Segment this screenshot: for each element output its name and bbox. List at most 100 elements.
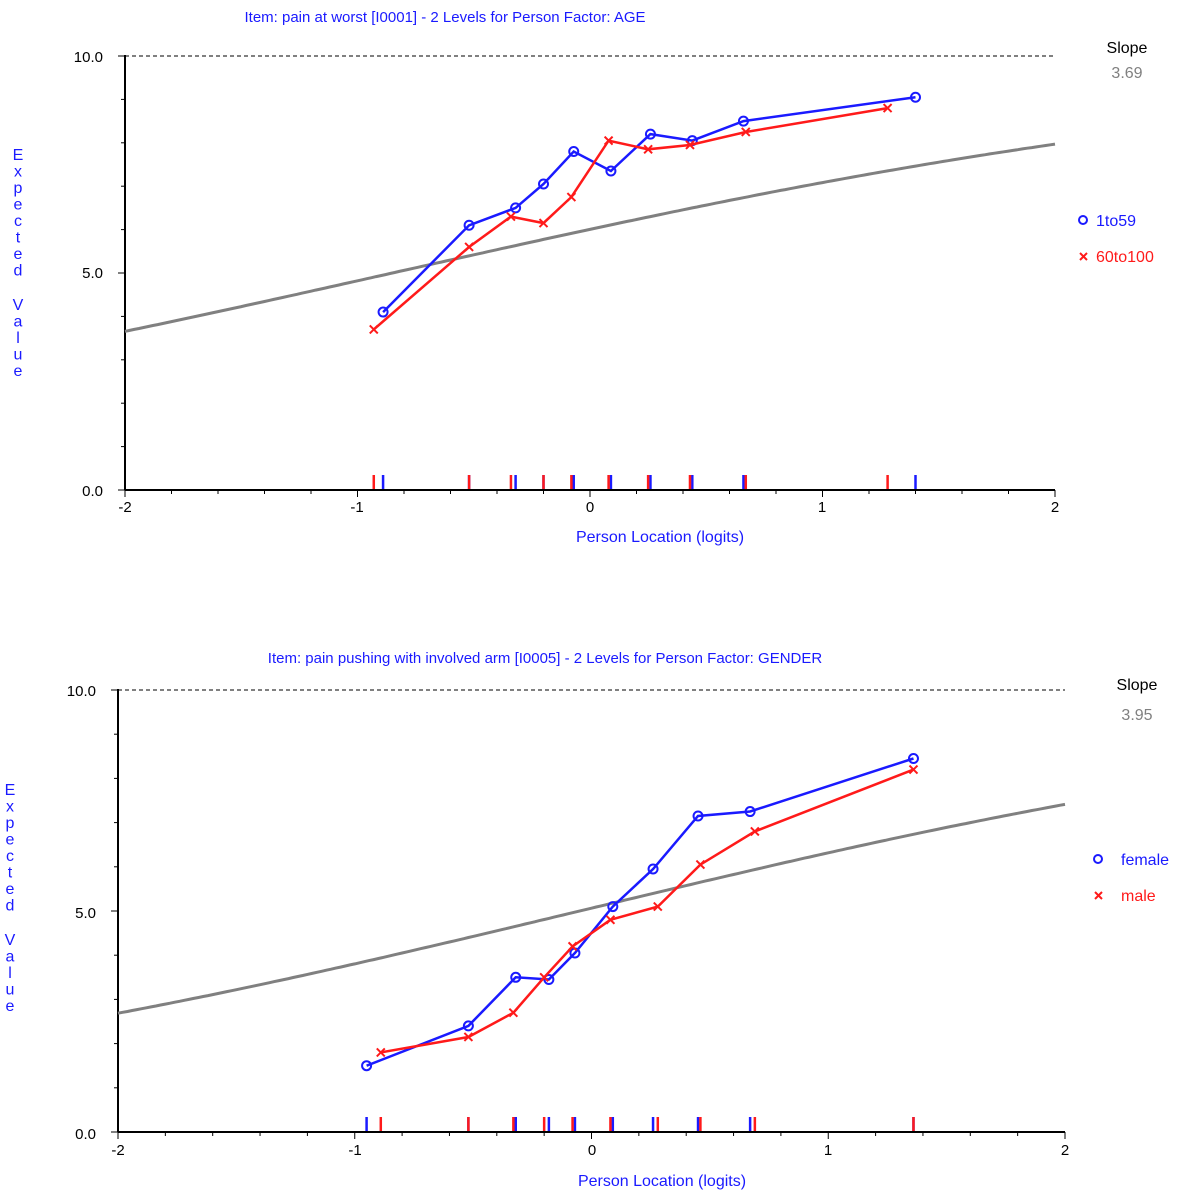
data-point-male [695, 859, 706, 870]
data-marks [124, 91, 1056, 489]
data-point-60to100 [369, 324, 379, 335]
data-point-male [508, 1007, 519, 1018]
chart-age: Item: pain at worst [I0001] - 2 Levels f… [13, 9, 1154, 546]
data-point-60to100 [603, 135, 614, 146]
data-point-female [361, 1060, 373, 1072]
x-tick-label-0: 0 [588, 1142, 596, 1159]
legend-marker-1 [1093, 854, 1103, 864]
x-tick-label-2: 2 [1061, 1142, 1069, 1159]
x-tick-label-neg1: -1 [350, 499, 363, 516]
y-axis-label-char: e [14, 363, 23, 380]
data-point-60to100 [882, 103, 893, 113]
data-marks [117, 753, 1066, 1131]
data-point-male [908, 764, 919, 775]
y-axis-label-char: x [14, 164, 22, 181]
plot-area [124, 55, 1055, 491]
y-axis-label-char: t [8, 865, 13, 882]
y-tick-label-10: 10.0 [67, 683, 96, 700]
x-ticks [117, 1132, 1066, 1139]
data-point-1to59 [605, 165, 617, 177]
y-tick-label-10: 10.0 [74, 49, 103, 66]
y-axis-label-char: x [6, 799, 14, 816]
data-point-60to100 [566, 192, 577, 202]
x-axis-label: Person Location (logits) [576, 529, 744, 546]
y-axis-label-char: u [14, 347, 23, 364]
expected-value-curve [117, 802, 1066, 1015]
expected-value-curve [124, 142, 1056, 333]
y-axis-label-char: l [8, 965, 12, 982]
data-point-female [543, 974, 555, 986]
data-point-male [463, 1032, 474, 1042]
legend-marker-2 [1079, 252, 1088, 261]
legend-label-2: male [1121, 888, 1156, 905]
y-axis-label-char: c [6, 848, 14, 865]
data-point-male [567, 941, 578, 952]
y-axis-label-char: d [6, 898, 15, 915]
y-axis-label-char: a [6, 949, 15, 966]
x-tick-label-2: 2 [1051, 499, 1059, 516]
data-point-1to59 [510, 202, 522, 214]
data-point-male [653, 901, 663, 912]
slope-label: Slope [1107, 40, 1148, 57]
data-point-60to100 [643, 144, 653, 155]
y-axis-label-char: V [5, 932, 16, 949]
legend-label-1: 1to59 [1096, 213, 1136, 230]
data-point-female [607, 901, 619, 913]
data-point-female [744, 806, 756, 818]
legend: female male [1093, 852, 1169, 905]
y-axis-label-char: p [14, 180, 23, 197]
data-point-1to59 [568, 145, 580, 157]
y-tick-label-5: 5.0 [75, 905, 96, 922]
data-point-male [376, 1047, 386, 1058]
slope-value: 3.95 [1121, 707, 1152, 724]
data-point-60to100 [464, 242, 474, 252]
y-axis-label-char: d [14, 263, 23, 280]
x-axis-label: Person Location (logits) [578, 1173, 746, 1190]
chart-gender: Item: pain pushing with involved arm [I0… [5, 650, 1169, 1190]
data-point-male [750, 826, 760, 837]
y-tick-label-5: 5.0 [82, 265, 103, 282]
slope-value: 3.69 [1111, 65, 1142, 82]
y-axis-label-char: E [13, 147, 24, 164]
x-ticks [124, 490, 1056, 497]
y-axis-label-char: e [14, 246, 23, 263]
series-line-1to59 [382, 95, 916, 313]
legend-label-2: 60to100 [1096, 249, 1154, 266]
data-point-60to100 [538, 218, 549, 228]
data-point-60to100 [741, 127, 751, 137]
y-axis-label-char: E [5, 782, 16, 799]
y-ticks [118, 55, 125, 491]
y-axis-label-char: u [6, 982, 15, 999]
x-tick-label-neg1: -1 [348, 1142, 361, 1159]
slope-label: Slope [1117, 677, 1158, 694]
series-line-60to100 [372, 106, 888, 331]
y-axis-label-char: a [14, 314, 23, 331]
y-tick-label-0: 0.0 [75, 1126, 96, 1143]
data-point-1to59 [538, 178, 549, 190]
y-axis-label-char: p [6, 815, 15, 832]
chart-title: Item: pain at worst [I0001] - 2 Levels f… [244, 9, 645, 26]
x-tick-label-neg2: -2 [111, 1142, 124, 1159]
series-line-female [366, 757, 914, 1067]
data-point-female [647, 863, 659, 875]
y-axis-label-char: e [6, 832, 15, 849]
x-tick-label-1: 1 [824, 1142, 832, 1159]
plot-area [117, 689, 1065, 1133]
data-point-female [510, 971, 522, 983]
y-axis-label-char: e [6, 998, 15, 1015]
data-point-1to59 [463, 219, 475, 231]
y-axis-label-char: e [14, 197, 23, 214]
chart-title: Item: pain pushing with involved arm [I0… [268, 650, 823, 667]
data-point-60to100 [685, 140, 695, 150]
legend-marker-1 [1078, 215, 1088, 225]
data-point-male [605, 915, 616, 925]
legend-marker-2 [1094, 891, 1103, 900]
y-axis-label-char: e [6, 881, 15, 898]
data-point-female [907, 753, 919, 765]
legend: 1to59 60to100 [1078, 213, 1154, 266]
series-line-male [380, 768, 914, 1054]
data-point-1to59 [737, 115, 749, 127]
